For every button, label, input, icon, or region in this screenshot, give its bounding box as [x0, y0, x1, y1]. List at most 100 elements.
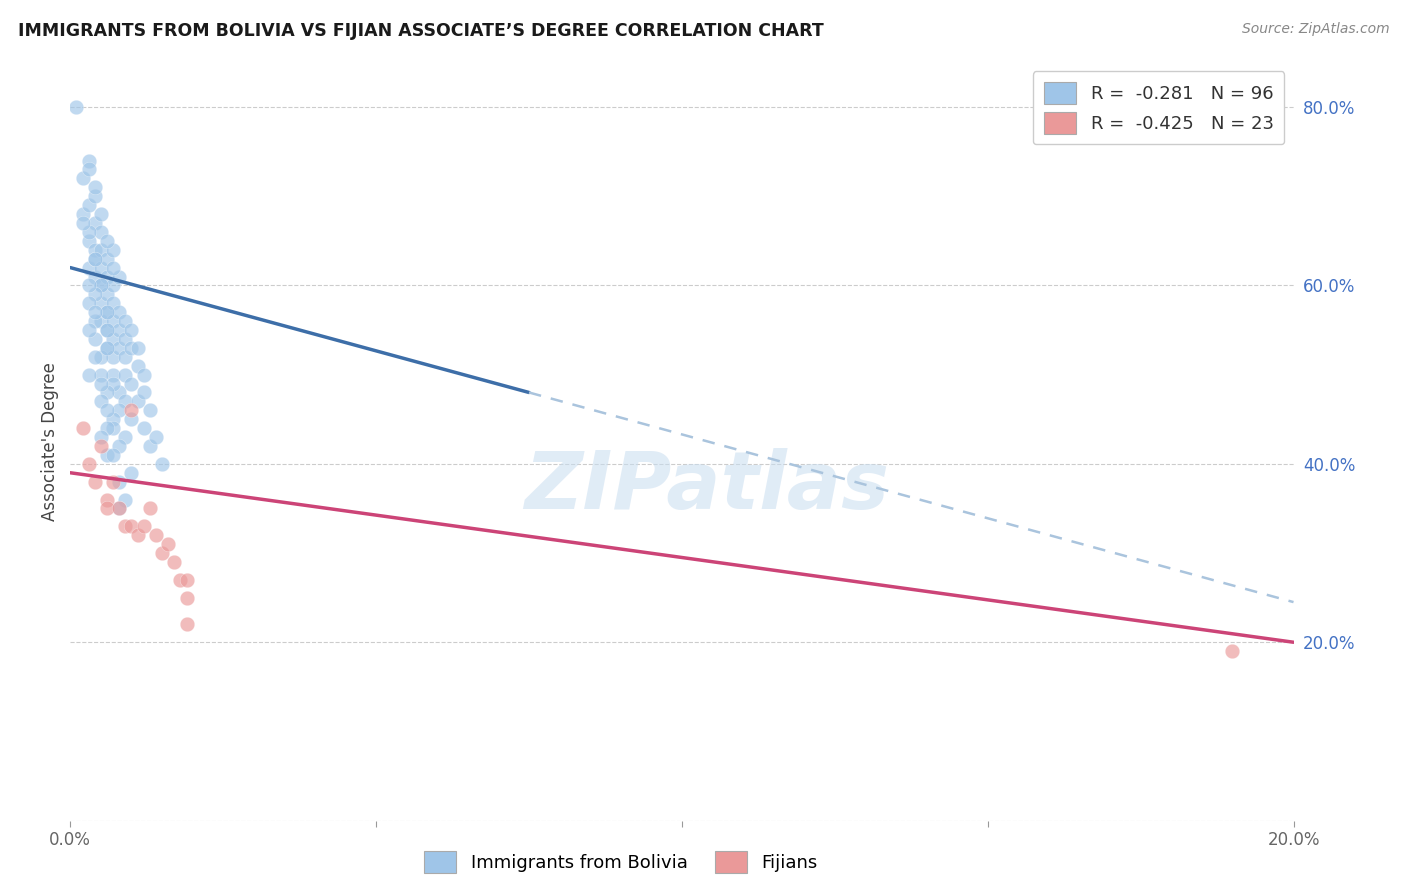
Point [163, 555, 186, 569]
Point [96, 287, 118, 301]
Point [96, 341, 118, 355]
Point [132, 421, 155, 435]
Point [90, 243, 112, 257]
Point [90, 376, 112, 391]
Y-axis label: Associate's Degree: Associate's Degree [41, 362, 59, 521]
Point [121, 412, 143, 426]
Point [121, 323, 143, 337]
Point [150, 457, 173, 471]
Point [90, 225, 112, 239]
Point [83, 252, 105, 266]
Point [127, 341, 149, 355]
Point [83, 243, 105, 257]
Point [108, 501, 131, 516]
Point [90, 296, 112, 310]
Point [77, 260, 100, 275]
Point [83, 314, 105, 328]
Point [96, 323, 118, 337]
Point [77, 162, 100, 177]
Point [176, 591, 198, 605]
Point [101, 332, 124, 346]
Point [90, 430, 112, 444]
Point [108, 323, 131, 337]
Point [139, 403, 162, 417]
Point [139, 439, 162, 453]
Point [96, 448, 118, 462]
Point [83, 269, 105, 284]
Point [90, 207, 112, 221]
Point [101, 296, 124, 310]
Point [77, 278, 100, 293]
Point [96, 234, 118, 248]
Text: Source: ZipAtlas.com: Source: ZipAtlas.com [1241, 22, 1389, 37]
Point [176, 573, 198, 587]
Point [96, 492, 118, 507]
Point [90, 278, 112, 293]
Point [83, 305, 105, 319]
Text: ZIPatlas: ZIPatlas [524, 448, 889, 526]
Point [108, 501, 131, 516]
Point [114, 394, 136, 409]
Point [145, 528, 167, 542]
Point [121, 403, 143, 417]
Point [83, 252, 105, 266]
Point [77, 225, 100, 239]
Point [101, 314, 124, 328]
Point [83, 287, 105, 301]
Point [132, 385, 155, 400]
Point [77, 198, 100, 212]
Point [101, 421, 124, 435]
Point [83, 475, 105, 489]
Point [96, 269, 118, 284]
Point [114, 332, 136, 346]
Point [114, 368, 136, 382]
Point [83, 180, 105, 194]
Point [77, 296, 100, 310]
Point [114, 350, 136, 364]
Point [127, 394, 149, 409]
Point [139, 501, 162, 516]
Point [101, 448, 124, 462]
Point [65, 100, 87, 114]
Point [108, 403, 131, 417]
Point [96, 421, 118, 435]
Point [90, 278, 112, 293]
Point [101, 376, 124, 391]
Point [127, 528, 149, 542]
Point [121, 519, 143, 533]
Point [108, 385, 131, 400]
Point [108, 439, 131, 453]
Point [96, 403, 118, 417]
Point [90, 394, 112, 409]
Point [96, 252, 118, 266]
Point [83, 332, 105, 346]
Point [101, 412, 124, 426]
Point [150, 546, 173, 560]
Point [169, 573, 191, 587]
Text: IMMIGRANTS FROM BOLIVIA VS FIJIAN ASSOCIATE’S DEGREE CORRELATION CHART: IMMIGRANTS FROM BOLIVIA VS FIJIAN ASSOCI… [18, 22, 824, 40]
Point [96, 305, 118, 319]
Point [77, 457, 100, 471]
Point [101, 350, 124, 364]
Point [90, 314, 112, 328]
Point [114, 519, 136, 533]
Point [145, 430, 167, 444]
Point [121, 466, 143, 480]
Point [90, 439, 112, 453]
Point [77, 234, 100, 248]
Point [72, 216, 94, 230]
Point [157, 537, 180, 551]
Point [90, 350, 112, 364]
Point [101, 278, 124, 293]
Point [96, 323, 118, 337]
Point [83, 216, 105, 230]
Point [132, 519, 155, 533]
Point [90, 368, 112, 382]
Point [77, 368, 100, 382]
Point [101, 243, 124, 257]
Point [114, 492, 136, 507]
Point [176, 617, 198, 632]
Point [108, 305, 131, 319]
Point [83, 350, 105, 364]
Point [132, 368, 155, 382]
